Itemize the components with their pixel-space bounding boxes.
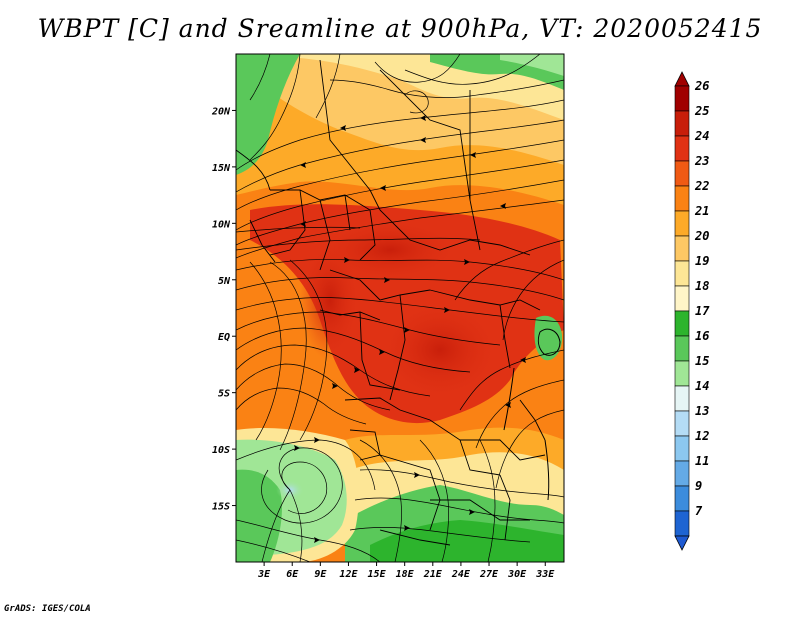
x-tick-label: 24E: [451, 569, 471, 580]
shading-green-northwest: [236, 54, 300, 175]
colorbar-label: 15: [695, 354, 709, 368]
lake-tanganyika: [503, 367, 515, 431]
colorbar-label: 25: [694, 104, 709, 118]
colorbar-segment: [674, 485, 690, 512]
colorbar-top-arrow: [674, 71, 690, 87]
x-tick-label: 21E: [423, 569, 443, 580]
streamline-arrows: [294, 115, 526, 543]
colorbar-label: 21: [694, 204, 709, 218]
x-tick-label: 12E: [339, 569, 358, 580]
x-axis: 3E 6E 9E 12E 15E 18E 21E 24E 27E 30E 33E: [257, 562, 555, 580]
grads-credit: GrADS: IGES/COLA: [4, 604, 91, 614]
x-tick-label: 33E: [535, 569, 555, 580]
x-tick-label: 30E: [507, 569, 527, 580]
colorbar-segment: [674, 110, 690, 137]
map-title: WBPT [C] and Sreamline at 900hPa, VT: 20…: [37, 14, 763, 43]
shading-core-north: [320, 220, 460, 280]
colorbar-segment: [674, 360, 690, 387]
x-tick-label: 18E: [396, 569, 415, 580]
y-tick-label: 5S: [218, 389, 230, 400]
x-tick-label: 15E: [368, 569, 387, 580]
colorbar-segment: [674, 335, 690, 362]
x-tick-label: 6E: [286, 569, 299, 580]
colorbar: 26 25 24 23 22 21 20 19 18 17 16 15 14 13 12 11 9 7: [674, 71, 710, 551]
colorbar-segment: [674, 510, 690, 537]
colorbar-segment: [674, 285, 690, 312]
colorbar-segment: [674, 385, 690, 412]
colorbar-segment: [674, 210, 690, 237]
colorbar-label: 23: [694, 154, 709, 168]
shading-green-west-edge: [236, 469, 282, 562]
colorbar-label: 26: [694, 79, 709, 93]
colorbar-segment: [674, 460, 690, 487]
colorbar-label: 24: [694, 129, 709, 143]
colorbar-label: 12: [695, 429, 709, 443]
colorbar-label: 11: [695, 454, 709, 468]
streamlines: [236, 54, 564, 562]
shading-green-west-coast: [236, 264, 251, 348]
colorbar-label: 20: [694, 229, 709, 243]
colorbar-segment: [674, 310, 690, 337]
colorbar-label: 17: [695, 304, 710, 318]
colorbar-segment: [674, 160, 690, 187]
x-tick-label: 3E: [257, 569, 271, 580]
colorbar-label: 14: [695, 379, 709, 393]
map-plot-area: [236, 54, 564, 562]
colorbar-segment: [674, 435, 690, 462]
y-tick-label: 15N: [212, 163, 231, 174]
colorbar-segment: [674, 85, 690, 112]
colorbar-segment: [674, 410, 690, 437]
colorbar-label: 16: [695, 329, 709, 343]
x-tick-label: 9E: [314, 569, 327, 580]
map-frame: [235, 53, 565, 563]
colorbar-label: 18: [695, 279, 709, 293]
y-tick-label: 10N: [212, 219, 231, 230]
colorbar-segment: [674, 135, 690, 162]
y-tick-label: 10S: [212, 445, 230, 456]
colorbar-label: 19: [695, 254, 709, 268]
shading-core-central: [380, 300, 500, 400]
shading-band-18-ne: [500, 54, 564, 76]
colorbar-segment: [674, 235, 690, 262]
colorbar-segment: [674, 185, 690, 212]
shading-dark-green-south: [370, 520, 564, 562]
y-tick-label: 15S: [212, 502, 230, 513]
lake-victoria: [537, 328, 561, 356]
y-tick-label: 5N: [218, 276, 231, 287]
y-axis: 20N 15N 10N 5N EQ 5S 10S 15S: [211, 106, 236, 513]
colorbar-bottom-arrow: [674, 535, 690, 551]
shading-green-east-lake: [534, 315, 563, 361]
colorbar-segment: [674, 260, 690, 287]
y-tick-label: 20N: [211, 106, 231, 117]
colorbar-label: 13: [695, 404, 709, 418]
colorbar-label: 22: [694, 179, 709, 193]
y-tick-label: EQ: [218, 332, 230, 343]
colorbar-label: 9: [695, 479, 702, 493]
shading-core-west: [300, 240, 360, 360]
x-tick-label: 27E: [479, 569, 499, 580]
colorbar-label: 7: [695, 504, 703, 518]
